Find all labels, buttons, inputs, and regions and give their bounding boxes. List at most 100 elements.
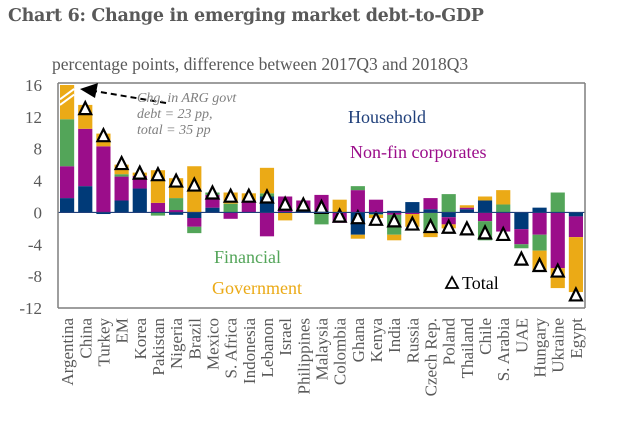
bar-segment-household	[477, 200, 493, 213]
x-tick-label: India	[385, 318, 404, 353]
y-tick-label: 4	[34, 172, 43, 191]
bar-segment-financial	[150, 212, 166, 216]
bar-segment-government	[332, 199, 347, 213]
total-marker	[150, 165, 166, 182]
y-axis-ticks: 16 12 8 4 0 -4 -8 -12	[19, 76, 42, 318]
bar-segment-non-fin-corporates	[477, 212, 493, 222]
bar-segment-government	[568, 237, 584, 293]
bar-segment-non-fin-corporates	[150, 202, 166, 213]
bar-segment-non-fin-corporates	[96, 146, 111, 213]
x-tick-label: Turkey	[94, 318, 113, 367]
bar-segment-financial	[187, 226, 202, 234]
bar-segment-government	[259, 167, 275, 194]
chart-subtitle: percentage points, difference between 20…	[52, 54, 469, 74]
x-tick-label: China	[76, 318, 95, 359]
total-marker	[241, 187, 257, 203]
bar-segment-financial	[441, 194, 456, 213]
bar-segment-financial	[59, 119, 75, 167]
total-marker	[440, 218, 457, 234]
x-tick-label: Korea	[131, 318, 150, 360]
annotation-line-2: debt = 23 pp,	[137, 107, 213, 122]
total-marker	[386, 211, 402, 228]
bar-segment-non-fin-corporates	[459, 207, 474, 210]
x-tick-label: Chile	[476, 318, 495, 355]
x-tick-label: Philippines	[294, 318, 313, 395]
y-tick-label: -12	[19, 299, 42, 318]
plot-frame	[57, 82, 586, 309]
x-tick-label: Czech Rep.	[422, 318, 441, 396]
x-tick-label: Brazil	[185, 318, 204, 360]
bar-segment-household	[169, 212, 184, 215]
bar-segment-government	[423, 232, 438, 238]
bar-segment-government	[459, 205, 474, 208]
bar-segment-household	[441, 212, 456, 218]
bar-segment-government	[387, 234, 402, 241]
bar-segment-non-fin-corporates	[241, 200, 256, 213]
legend-total: Total	[462, 273, 499, 293]
total-marker	[368, 210, 384, 226]
x-tick-label: Lebanon	[258, 318, 277, 378]
bar-segment-household	[114, 200, 129, 213]
bar-segment-non-fin-corporates	[114, 176, 129, 201]
bar-segment-household	[532, 207, 547, 213]
x-tick-label: Thailand	[458, 318, 477, 379]
x-tick-label: Nigeria	[167, 318, 186, 369]
x-tick-label: S. Arabia	[494, 318, 513, 382]
annotation-arrow-line	[93, 90, 167, 104]
bar-segment-non-fin-corporates	[568, 216, 584, 238]
bar-segment-household	[423, 209, 438, 213]
bar-segment-household	[132, 188, 147, 213]
bar-segment-non-fin-corporates	[514, 229, 529, 245]
axis-break-mark	[59, 88, 75, 101]
y-tick-label: 8	[34, 140, 43, 159]
bar-segment-non-fin-corporates	[169, 210, 184, 213]
x-tick-label: Argentina	[58, 318, 77, 386]
y-tick-label: 16	[25, 76, 42, 95]
total-marker	[331, 207, 348, 223]
total-marker	[549, 262, 566, 278]
bar-segment-government	[477, 196, 493, 201]
total-marker	[568, 286, 584, 302]
bar-segment-non-fin-corporates	[423, 198, 438, 210]
total-marker	[131, 164, 148, 180]
x-axis-labels: Argentina China Turkey EM Korea Pakistan Niger…	[58, 318, 586, 397]
bar-segment-financial	[350, 186, 365, 191]
bar-segment-household	[59, 198, 75, 213]
bar-segment-financial	[169, 198, 184, 211]
total-marker	[404, 215, 421, 231]
legend-financial: Financial	[214, 247, 281, 267]
x-tick-label: Kenya	[367, 318, 386, 363]
bar-segment-household	[187, 212, 202, 219]
total-marker	[459, 219, 475, 236]
bar-segment-household	[205, 207, 220, 213]
total-marker	[422, 217, 439, 234]
chart-title: Chart 6: Change in emerging market debt-…	[8, 6, 484, 26]
total-marker	[95, 126, 112, 143]
bar-segment-non-fin-corporates	[405, 212, 420, 215]
y-tick-label: 0	[34, 203, 43, 222]
total-marker	[113, 154, 130, 171]
bar-segment-non-fin-corporates	[350, 190, 365, 213]
legend: Household Non-fin corporates Financial G…	[212, 107, 499, 298]
bar-segment-household	[405, 202, 420, 213]
annotation-arrowhead	[80, 83, 98, 98]
legend-government: Government	[212, 278, 302, 298]
bar-segment-financial	[114, 174, 129, 177]
legend-nonfin: Non-fin corporates	[350, 142, 486, 162]
total-marker	[295, 196, 312, 212]
bar-segment-non-fin-corporates	[368, 199, 384, 213]
x-tick-label: Indonesia	[240, 318, 259, 385]
bar-segment-government	[496, 190, 511, 205]
bar-segment-non-fin-corporates	[59, 166, 75, 199]
annotation-line-3: total = 35 pp	[137, 123, 211, 138]
bar-segment-household	[96, 212, 111, 215]
argentina-annotation: Chg. in ARG govt debt = 23 pp, total = 3…	[80, 83, 237, 138]
bar-segment-government	[278, 212, 293, 221]
total-marker	[513, 250, 530, 266]
total-marker	[531, 256, 548, 273]
x-tick-label: Colombia	[331, 318, 350, 386]
x-tick-label: Malaysia	[313, 318, 332, 381]
y-tick-label: 12	[25, 108, 42, 127]
bar-segment-non-fin-corporates	[550, 212, 565, 269]
